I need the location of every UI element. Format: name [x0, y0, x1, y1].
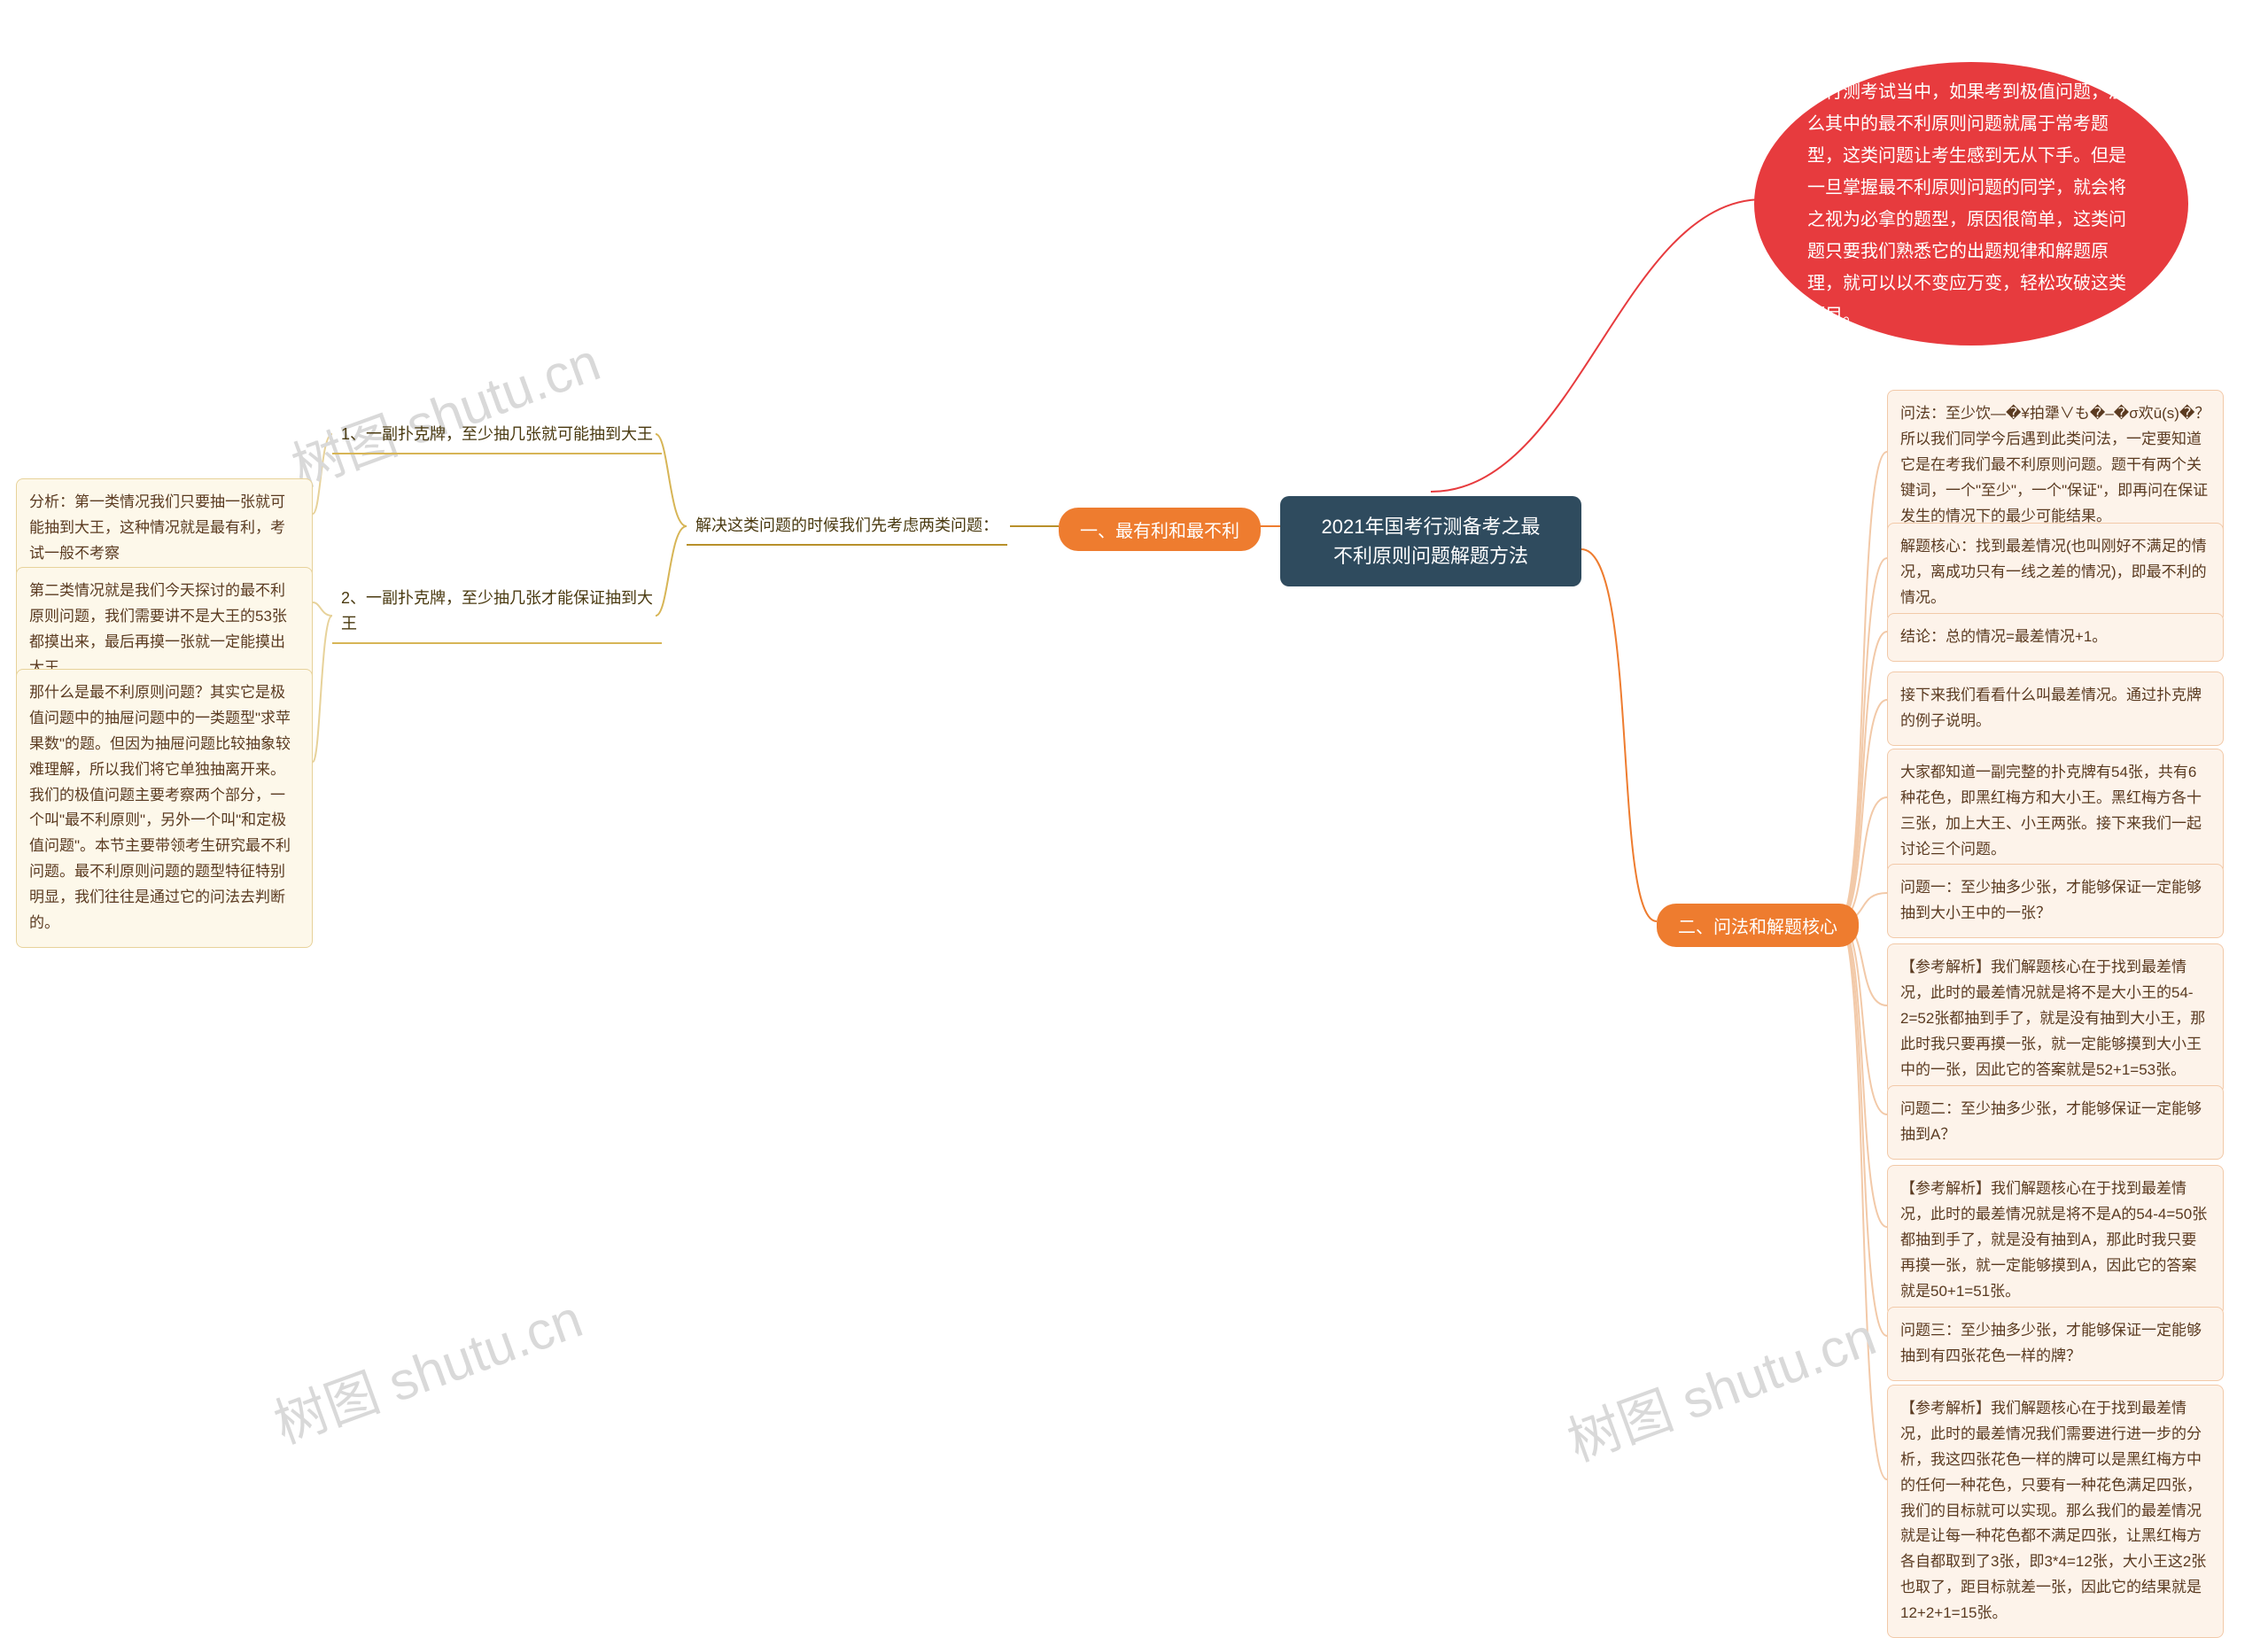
branch2-leaf-2[interactable]: 结论：总的情况=最差情况+1。: [1887, 613, 2224, 662]
branch2-leaf-10[interactable]: 【参考解析】我们解题核心在于找到最差情况，此时的最差情况我们需要进行进一步的分析…: [1887, 1385, 2224, 1638]
branch1-child-1-leaf-1[interactable]: 那什么是最不利原则问题？其实它是极值问题中的抽屉问题中的一类题型"求苹果数"的题…: [16, 669, 313, 948]
watermark: 树图 shutu.cn: [280, 319, 609, 501]
branch1-child-0[interactable]: 1、一副扑克牌，至少抽几张就可能抽到大王: [332, 416, 662, 454]
branch1-mid[interactable]: 解决这类问题的时候我们先考虑两类问题：: [687, 508, 1007, 546]
branch1-label[interactable]: 一、最有利和最不利: [1059, 508, 1261, 551]
branch1-child-0-leaf-0[interactable]: 分析：第一类情况我们只要抽一张就可能抽到大王，这种情况就是最有利，考试一般不考察: [16, 478, 313, 578]
branch2-leaf-4[interactable]: 大家都知道一副完整的扑克牌有54张，共有6种花色，即黑红梅方和大小王。黑红梅方各…: [1887, 749, 2224, 874]
center-node[interactable]: 2021年国考行测备考之最不利原则问题解题方法: [1280, 496, 1581, 586]
branch2-leaf-9[interactable]: 问题三：至少抽多少张，才能够保证一定能够抽到有四张花色一样的牌？: [1887, 1307, 2224, 1381]
branch2-leaf-3[interactable]: 接下来我们看看什么叫最差情况。通过扑克牌的例子说明。: [1887, 672, 2224, 746]
watermark: 树图 shutu.cn: [262, 1276, 591, 1458]
intro-text: 在行测考试当中，如果考到极值问题，那么其中的最不利原则问题就属于常考题型，这类问…: [1807, 76, 2135, 331]
branch2-leaf-8[interactable]: 【参考解析】我们解题核心在于找到最差情况，此时的最差情况就是将不是A的54-4=…: [1887, 1165, 2224, 1316]
branch2-leaf-5[interactable]: 问题一：至少抽多少张，才能够保证一定能够抽到大小王中的一张？: [1887, 864, 2224, 938]
branch2-leaf-1[interactable]: 解题核心：找到最差情况(也叫刚好不满足的情况，离成功只有一线之差的情况)，即最不…: [1887, 523, 2224, 623]
branch2-leaf-7[interactable]: 问题二：至少抽多少张，才能够保证一定能够抽到A？: [1887, 1085, 2224, 1160]
branch2-label[interactable]: 二、问法和解题核心: [1657, 904, 1859, 947]
branch1-child-1[interactable]: 2、一副扑克牌，至少抽几张才能保证抽到大王: [332, 580, 662, 644]
watermark: 树图 shutu.cn: [1556, 1293, 1884, 1476]
branch2-leaf-0[interactable]: 问法：至少饮—�¥拍犟∨も�–�σ欢ū(s)�？所以我们同学今后遇到此类问法，一…: [1887, 390, 2224, 540]
branch2-leaf-6[interactable]: 【参考解析】我们解题核心在于找到最差情况，此时的最差情况就是将不是大小王的54-…: [1887, 943, 2224, 1094]
intro-blob[interactable]: 在行测考试当中，如果考到极值问题，那么其中的最不利原则问题就属于常考题型，这类问…: [1754, 62, 2188, 345]
